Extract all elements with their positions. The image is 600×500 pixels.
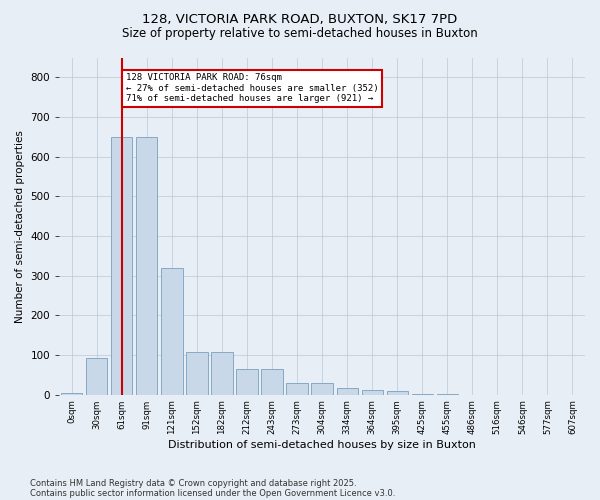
Bar bbox=[61, 392, 82, 394]
Bar bbox=[236, 369, 257, 394]
Text: 128, VICTORIA PARK ROAD, BUXTON, SK17 7PD: 128, VICTORIA PARK ROAD, BUXTON, SK17 7P… bbox=[142, 12, 458, 26]
Bar bbox=[362, 390, 383, 394]
Bar bbox=[86, 358, 107, 395]
Bar bbox=[337, 388, 358, 394]
Bar bbox=[211, 352, 233, 395]
Text: Contains public sector information licensed under the Open Government Licence v3: Contains public sector information licen… bbox=[30, 488, 395, 498]
Text: Contains HM Land Registry data © Crown copyright and database right 2025.: Contains HM Land Registry data © Crown c… bbox=[30, 478, 356, 488]
Text: Size of property relative to semi-detached houses in Buxton: Size of property relative to semi-detach… bbox=[122, 28, 478, 40]
Bar bbox=[386, 390, 408, 394]
Y-axis label: Number of semi-detached properties: Number of semi-detached properties bbox=[15, 130, 25, 322]
Bar bbox=[311, 383, 333, 394]
Bar bbox=[136, 137, 157, 394]
X-axis label: Distribution of semi-detached houses by size in Buxton: Distribution of semi-detached houses by … bbox=[168, 440, 476, 450]
Bar bbox=[262, 369, 283, 394]
Text: 128 VICTORIA PARK ROAD: 76sqm
← 27% of semi-detached houses are smaller (352)
71: 128 VICTORIA PARK ROAD: 76sqm ← 27% of s… bbox=[125, 74, 378, 103]
Bar bbox=[286, 383, 308, 394]
Bar bbox=[186, 352, 208, 395]
Bar bbox=[161, 268, 182, 394]
Bar bbox=[111, 137, 133, 394]
